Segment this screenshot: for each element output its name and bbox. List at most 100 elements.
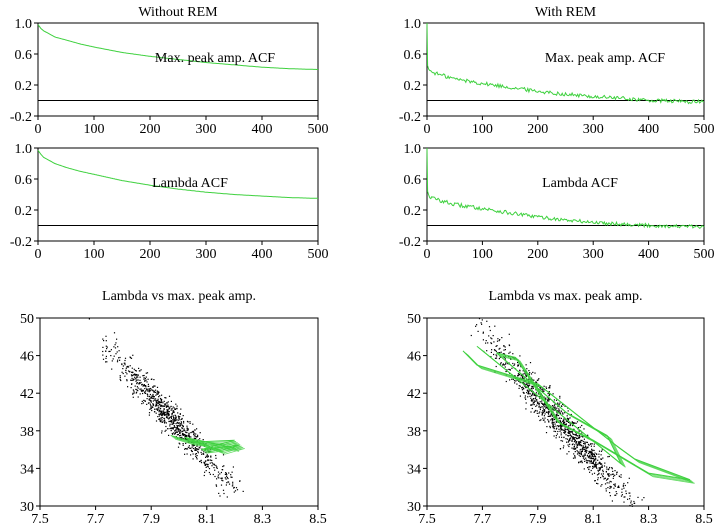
scatter-point xyxy=(544,421,546,423)
scatter-point xyxy=(163,405,166,407)
scatter-point xyxy=(160,411,162,413)
scatter-point xyxy=(602,457,604,459)
scatter-point xyxy=(591,448,593,450)
scatter-point xyxy=(600,454,602,456)
scatter-point xyxy=(612,473,614,475)
scatter-point xyxy=(551,421,553,423)
scatter-point xyxy=(176,425,178,427)
scatter-point xyxy=(547,400,549,402)
scatter-point xyxy=(141,383,143,385)
y-tick-label: 50 xyxy=(407,312,421,327)
scatter-point xyxy=(580,452,582,454)
scatter-point xyxy=(192,444,194,446)
scatter-point xyxy=(202,439,204,441)
scatter-point xyxy=(623,482,625,485)
scatter-point xyxy=(529,389,531,392)
scatter-point xyxy=(158,403,160,406)
scatter-point xyxy=(564,421,566,424)
scatter-point xyxy=(643,497,645,499)
scatter-point xyxy=(203,451,205,453)
scatter-point xyxy=(609,466,611,469)
scatter-point xyxy=(549,427,551,429)
scatter-point xyxy=(568,432,570,434)
scatter-point xyxy=(593,464,595,466)
scatter-point xyxy=(208,471,210,474)
scatter-point xyxy=(564,428,566,430)
scatter-point xyxy=(541,402,543,404)
scatter-point xyxy=(538,405,540,407)
scatter-point xyxy=(134,385,136,387)
scatter-point xyxy=(172,428,174,430)
scatter-point xyxy=(146,381,148,383)
panel-title: Without REM xyxy=(138,5,218,20)
scatter-point xyxy=(602,469,604,471)
scatter-point xyxy=(574,439,576,441)
scatter-point xyxy=(525,374,527,377)
scatter-point xyxy=(570,431,572,433)
trajectory-line xyxy=(462,345,691,481)
scatter-point xyxy=(226,496,228,498)
scatter-point xyxy=(578,442,580,444)
scatter-point xyxy=(160,404,162,406)
scatter-point xyxy=(536,410,538,412)
scatter-point xyxy=(192,423,194,425)
scatter-point xyxy=(232,466,234,468)
scatter-point xyxy=(498,358,500,360)
scatter-point xyxy=(508,344,510,346)
scatter-point xyxy=(574,451,576,453)
scatter-point xyxy=(588,444,590,446)
scatter-point xyxy=(607,456,609,458)
scatter-point xyxy=(514,375,516,377)
scatter-point xyxy=(610,481,612,483)
scatter-point xyxy=(592,449,594,451)
scatter-point xyxy=(584,441,586,443)
scatter-point xyxy=(159,409,161,411)
x-tick-label: 300 xyxy=(196,122,217,137)
scatter-point xyxy=(119,376,121,378)
scatter-point xyxy=(574,444,576,446)
x-tick-label: 400 xyxy=(638,122,659,137)
scatter-point xyxy=(102,338,104,340)
scatter-point xyxy=(526,392,528,394)
scatter-point xyxy=(159,413,162,415)
scatter-point xyxy=(488,335,490,337)
scatter-point xyxy=(548,410,550,412)
scatter-point xyxy=(177,427,179,430)
scatter-point xyxy=(105,355,107,357)
scatter-point xyxy=(131,367,133,369)
scatter-point xyxy=(575,447,577,449)
x-tick-label: 0 xyxy=(35,247,42,262)
scatter-point xyxy=(180,408,182,410)
scatter-point xyxy=(150,397,152,399)
scatter-point xyxy=(528,373,530,375)
scatter-point xyxy=(490,337,492,339)
scatter-point xyxy=(623,496,625,498)
scatter-point xyxy=(136,389,138,391)
scatter-point xyxy=(183,438,185,440)
scatter-point xyxy=(560,417,562,419)
scatter-point xyxy=(173,432,175,434)
scatter-point xyxy=(504,366,506,368)
scatter-point xyxy=(214,469,216,471)
scatter-point xyxy=(156,386,159,388)
scatter-point xyxy=(585,450,587,452)
scatter-point xyxy=(582,445,584,447)
scatter-point xyxy=(124,375,126,377)
scatter-point xyxy=(490,342,492,344)
scatter-point xyxy=(188,433,190,435)
scatter-point xyxy=(512,378,514,380)
scatter-point xyxy=(566,420,568,422)
scatter-point xyxy=(170,420,173,422)
scatter-point xyxy=(185,442,187,444)
scatter-point xyxy=(195,455,197,457)
scatter-point xyxy=(531,395,533,397)
scatter-point xyxy=(577,451,579,453)
scatter-point xyxy=(155,404,157,406)
scatter-point xyxy=(136,383,138,385)
scatter-point xyxy=(105,350,107,352)
scatter-point xyxy=(565,423,567,425)
scatter-point xyxy=(193,433,195,435)
scatter-point xyxy=(171,415,173,417)
scatter-point xyxy=(172,422,174,424)
scatter-point xyxy=(157,416,159,418)
